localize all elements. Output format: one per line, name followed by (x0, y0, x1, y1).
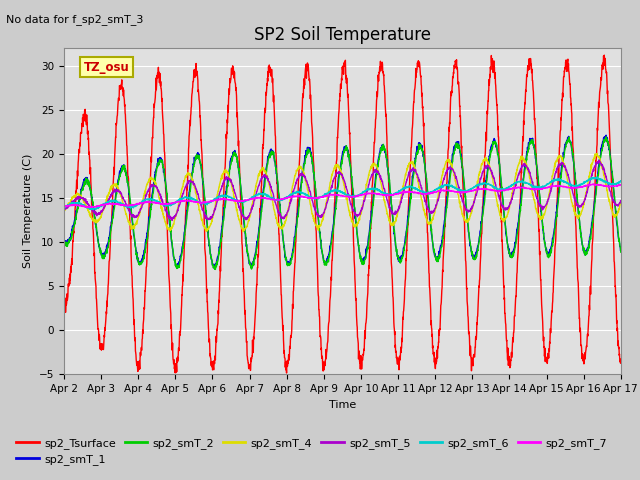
sp2_smT_5 (568, 186, 575, 192)
X-axis label: Time: Time (329, 400, 356, 409)
sp2_smT_4 (359, 204, 367, 209)
sp2_smT_2 (602, 134, 610, 140)
sp2_smT_4 (371, 161, 379, 167)
sp2_Tsurface (283, 370, 291, 376)
sp2_Tsurface (584, 333, 591, 339)
sp2_smT_4 (60, 209, 68, 215)
sp2_Tsurface (359, 357, 367, 363)
sp2_smT_7 (371, 191, 379, 196)
Legend: sp2_Tsurface, sp2_smT_1, sp2_smT_2, sp2_smT_4, sp2_smT_5, sp2_smT_6, sp2_smT_7: sp2_Tsurface, sp2_smT_1, sp2_smT_2, sp2_… (12, 433, 612, 469)
sp2_smT_7 (617, 182, 625, 188)
sp2_smT_5 (371, 168, 379, 174)
sp2_smT_4 (584, 183, 591, 189)
sp2_smT_2 (216, 246, 223, 252)
sp2_smT_5 (168, 217, 176, 223)
sp2_Tsurface (617, 356, 625, 362)
sp2_smT_5 (617, 198, 625, 204)
sp2_smT_4 (617, 199, 625, 205)
sp2_smT_1 (60, 240, 68, 246)
Text: TZ_osu: TZ_osu (83, 61, 129, 74)
sp2_smT_1 (568, 147, 575, 153)
Line: sp2_smT_6: sp2_smT_6 (64, 177, 621, 209)
Line: sp2_smT_1: sp2_smT_1 (64, 135, 621, 268)
sp2_smT_7 (86, 204, 93, 210)
sp2_smT_5 (504, 204, 512, 210)
sp2_smT_6 (593, 174, 601, 180)
sp2_smT_7 (584, 182, 591, 188)
sp2_Tsurface (60, 305, 68, 311)
sp2_smT_6 (60, 205, 68, 211)
sp2_Tsurface (371, 137, 379, 143)
sp2_smT_1 (617, 246, 625, 252)
Line: sp2_smT_2: sp2_smT_2 (64, 137, 621, 269)
sp2_smT_7 (504, 186, 512, 192)
sp2_smT_7 (589, 181, 597, 187)
sp2_Tsurface (600, 52, 608, 58)
sp2_smT_5 (596, 158, 604, 164)
sp2_smT_4 (504, 209, 512, 215)
sp2_smT_5 (584, 189, 591, 195)
sp2_smT_2 (504, 247, 512, 253)
sp2_smT_5 (216, 191, 223, 197)
sp2_Tsurface (216, 290, 223, 296)
sp2_smT_1 (504, 244, 512, 250)
sp2_smT_2 (568, 145, 575, 151)
sp2_smT_4 (593, 151, 601, 156)
sp2_smT_5 (359, 204, 367, 210)
sp2_smT_7 (60, 203, 68, 209)
sp2_smT_6 (568, 183, 575, 189)
sp2_smT_1 (371, 181, 379, 187)
sp2_smT_1 (216, 245, 223, 251)
sp2_smT_6 (216, 193, 223, 199)
sp2_smT_6 (87, 206, 95, 212)
sp2_smT_7 (216, 196, 223, 202)
sp2_smT_6 (504, 185, 512, 191)
Title: SP2 Soil Temperature: SP2 Soil Temperature (254, 25, 431, 44)
sp2_smT_2 (212, 266, 220, 272)
sp2_smT_2 (584, 248, 591, 253)
sp2_Tsurface (504, 362, 512, 368)
sp2_smT_2 (359, 261, 367, 266)
sp2_smT_6 (584, 179, 591, 184)
sp2_smT_4 (239, 229, 247, 235)
Line: sp2_smT_5: sp2_smT_5 (64, 161, 621, 220)
sp2_smT_6 (359, 189, 367, 195)
sp2_smT_7 (359, 192, 367, 197)
sp2_smT_5 (60, 205, 68, 211)
sp2_smT_1 (602, 132, 610, 138)
sp2_smT_6 (371, 186, 379, 192)
sp2_smT_1 (359, 259, 367, 265)
sp2_smT_2 (617, 249, 625, 255)
sp2_smT_4 (568, 200, 575, 205)
sp2_smT_2 (371, 188, 379, 193)
Line: sp2_smT_7: sp2_smT_7 (64, 184, 621, 207)
sp2_smT_6 (617, 178, 625, 184)
sp2_smT_1 (584, 245, 591, 251)
Text: No data for f_sp2_smT_3: No data for f_sp2_smT_3 (6, 14, 144, 25)
sp2_smT_4 (216, 184, 223, 190)
sp2_smT_2 (60, 241, 68, 247)
sp2_Tsurface (568, 111, 575, 117)
sp2_smT_1 (211, 265, 218, 271)
Line: sp2_smT_4: sp2_smT_4 (64, 154, 621, 232)
sp2_smT_7 (568, 185, 575, 191)
Line: sp2_Tsurface: sp2_Tsurface (64, 55, 621, 373)
Y-axis label: Soil Temperature (C): Soil Temperature (C) (23, 154, 33, 268)
